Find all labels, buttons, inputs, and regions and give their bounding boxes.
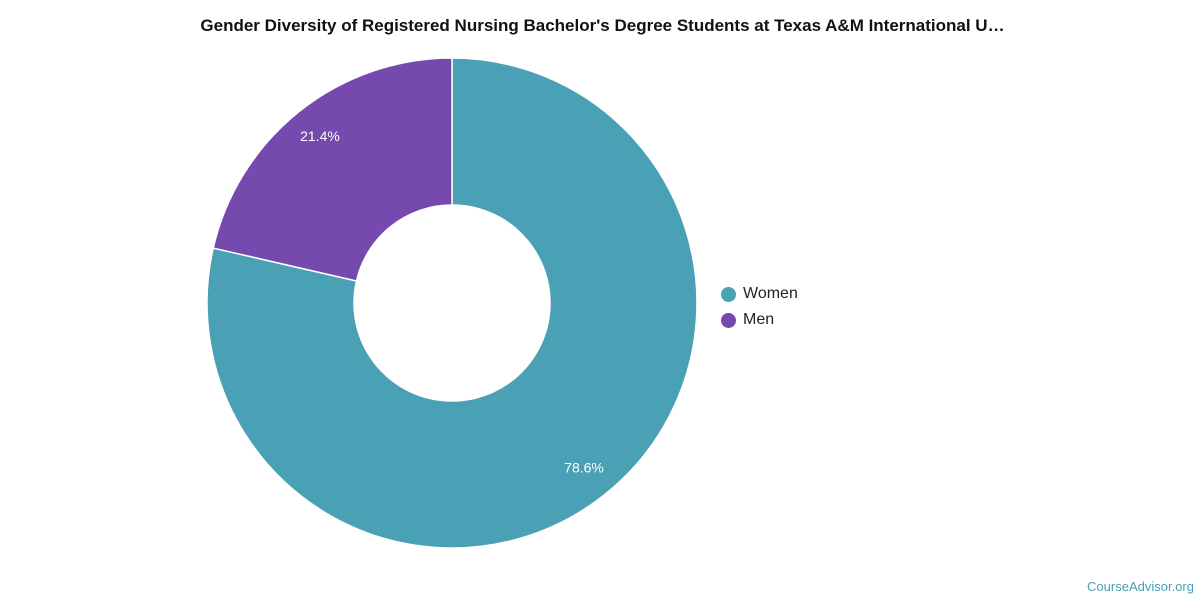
legend-swatch-men [721, 312, 736, 328]
legend-item-women[interactable]: Women [721, 281, 798, 307]
chart-title: Gender Diversity of Registered Nursing B… [200, 16, 1005, 35]
slice-label-men: 21.4% [300, 128, 340, 144]
site-credit[interactable]: CourseAdvisor.org [1087, 579, 1194, 594]
legend-item-men[interactable]: Men [721, 307, 798, 333]
legend-label-men: Men [743, 311, 775, 328]
slice-men[interactable] [212, 57, 453, 282]
chart-legend: Women Men [721, 281, 798, 333]
slice-label-women: 78.6% [564, 460, 604, 476]
slice-women[interactable] [206, 57, 698, 549]
legend-swatch-women [721, 286, 736, 302]
legend-label-women: Women [743, 285, 798, 302]
